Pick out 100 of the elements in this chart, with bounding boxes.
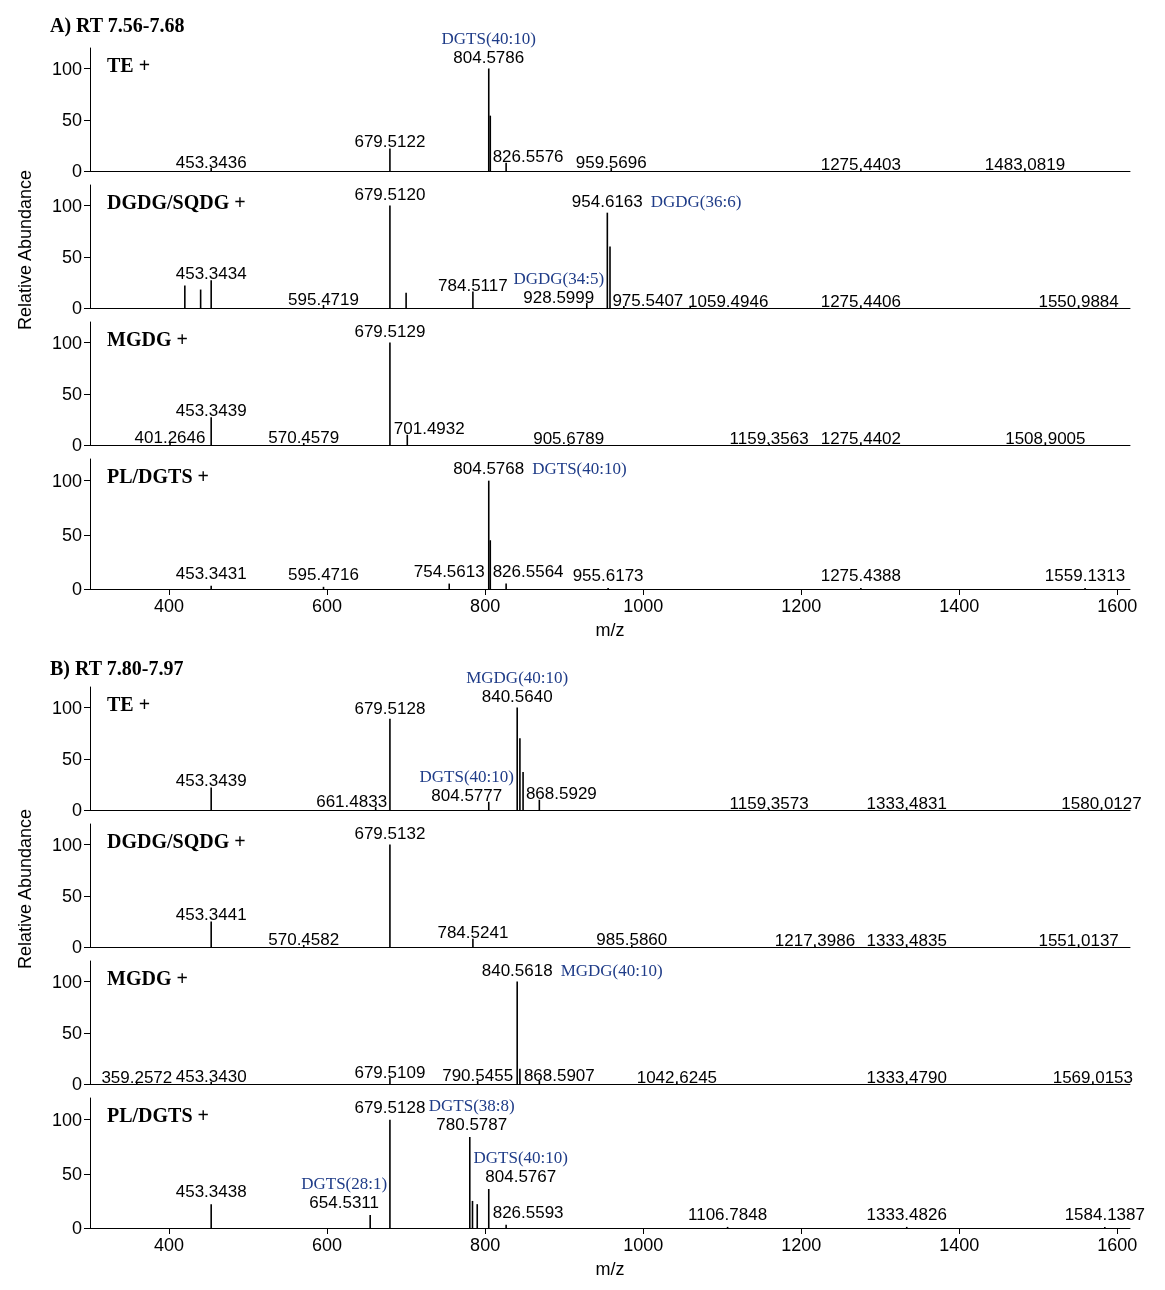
y-tick-label: 50 — [61, 109, 82, 130]
y-tick-label: 50 — [61, 885, 82, 906]
y-tick-label: 0 — [71, 161, 82, 181]
annotation: DGTS(40:10) — [532, 458, 627, 478]
annotation: 570.4582 — [268, 929, 340, 949]
annotation: 595.4719 — [288, 289, 359, 309]
annotation: 928.5999 — [523, 287, 595, 307]
annotation: 1580.0127 — [1061, 793, 1142, 813]
annotation: 1508.9005 — [1005, 428, 1086, 448]
annotation: 679.5129 — [354, 321, 426, 341]
annotation: 1333.4831 — [866, 793, 947, 813]
annotation: 840.5640 — [481, 686, 553, 706]
annotation: MGDG(40:10) — [560, 960, 663, 980]
annotation: 826.5593 — [492, 1202, 564, 1222]
annotation: 453.3439 — [175, 771, 247, 791]
annotation: 1550.9884 — [1038, 291, 1119, 311]
annotation: 679.5109 — [354, 1062, 426, 1082]
annotation: 1059.4946 — [688, 291, 769, 311]
x-tick-label: 600 — [312, 596, 343, 616]
annotation: 1106.7848 — [688, 1204, 768, 1224]
y-tick-label: 50 — [61, 1163, 82, 1184]
annotation: 754.5613 — [413, 561, 485, 581]
annotation: 1483.0819 — [984, 154, 1066, 174]
annotation: DGDG(34:5) — [513, 268, 605, 288]
x-tick-label: 1200 — [781, 596, 822, 616]
annotation: DGTS(40:10) — [441, 28, 536, 48]
annotation: 453.3441 — [175, 904, 247, 924]
annotation: 679.5132 — [354, 823, 426, 843]
annotation: 595.4716 — [288, 564, 359, 584]
x-tick-label: 800 — [470, 596, 501, 616]
annotation: 1559.1313 — [1044, 565, 1126, 585]
annotation: DGTS(38:8) — [428, 1096, 515, 1115]
annotation: 784.5241 — [437, 923, 509, 943]
x-tick-label: 400 — [154, 1235, 185, 1255]
x-tick-label: 1000 — [623, 596, 664, 616]
y-tick-label: 100 — [51, 1109, 82, 1130]
annotation: 453.3436 — [175, 152, 247, 172]
annotation: 840.5618 — [481, 960, 553, 980]
annotation: 661.4833 — [316, 791, 388, 811]
annotation: 1584.1387 — [1064, 1204, 1146, 1224]
y-tick-label: 0 — [71, 937, 82, 957]
annotation: 1275.4406 — [820, 291, 902, 311]
annotation: 1275.4388 — [820, 565, 902, 585]
annotation: 1333.4790 — [866, 1067, 947, 1087]
y-tick-label: 50 — [61, 1022, 82, 1043]
annotation: 790.5455 — [442, 1065, 514, 1085]
annotation: 359.2572 — [101, 1067, 173, 1087]
chart-subtitle: MGDG + — [107, 328, 188, 350]
annotation: 401.2646 — [134, 427, 206, 447]
annotation: 453.3439 — [175, 400, 247, 420]
x-tick-label: 1600 — [1097, 1235, 1138, 1255]
chart-subtitle: DGDG/SQDG + — [107, 830, 246, 852]
annotation: DGDG(36:6) — [650, 192, 742, 212]
annotation: 1159.3563 — [729, 428, 809, 448]
annotation: DGTS(28:1) — [301, 1174, 388, 1193]
y-tick-label: 0 — [71, 298, 82, 318]
annotation: 701.4932 — [393, 419, 465, 439]
annotation: 679.5120 — [354, 184, 426, 204]
y-tick-label: 100 — [51, 195, 82, 216]
x-tick-label: 1000 — [623, 1235, 664, 1255]
annotation: 679.5128 — [354, 1097, 426, 1117]
annotation: 975.5407 — [612, 290, 684, 310]
annotation: 453.3430 — [175, 1066, 247, 1086]
x-tick-label: 1400 — [939, 596, 980, 616]
y-tick-label: 100 — [51, 58, 82, 79]
x-tick-label: 1200 — [781, 1235, 822, 1255]
annotation: 453.3431 — [175, 563, 247, 583]
annotation: MGDG(40:10) — [466, 667, 569, 687]
y-tick-label: 100 — [51, 697, 82, 718]
annotation: 453.3434 — [175, 263, 247, 283]
annotation: 959.5696 — [575, 152, 647, 172]
annotation: 1551.0137 — [1038, 930, 1119, 950]
annotation: 804.5767 — [485, 1167, 557, 1186]
annotation: 1333.4835 — [866, 930, 947, 950]
chart-subtitle: TE + — [107, 54, 151, 76]
y-tick-label: 50 — [61, 524, 82, 545]
annotation: DGTS(40:10) — [419, 767, 514, 787]
annotation: 1333.4826 — [866, 1204, 947, 1224]
annotation: 868.5929 — [525, 784, 597, 804]
annotation: 1569.0153 — [1052, 1067, 1134, 1087]
y-tick-label: 50 — [61, 748, 82, 769]
x-tick-label: 600 — [312, 1235, 343, 1255]
annotation: 804.5777 — [431, 786, 503, 806]
chart-subtitle: PL/DGTS + — [107, 1104, 209, 1126]
annotation: 1217.3986 — [774, 930, 856, 950]
annotation: 1275.4403 — [820, 154, 902, 174]
chart-subtitle: DGDG/SQDG + — [107, 191, 246, 213]
annotation: 1042.6245 — [636, 1067, 718, 1087]
annotation: 804.5768 — [453, 458, 525, 478]
y-tick-label: 100 — [51, 332, 82, 353]
x-axis-title: m/z — [595, 1259, 625, 1279]
x-axis-title: m/z — [595, 620, 625, 640]
annotation: DGTS(40:10) — [473, 1148, 568, 1167]
chart-subtitle: PL/DGTS + — [107, 465, 209, 487]
annotation: 826.5564 — [492, 561, 564, 581]
y-tick-label: 0 — [71, 579, 82, 599]
chart-subtitle: TE + — [107, 693, 151, 715]
annotation: 826.5576 — [492, 147, 564, 167]
y-tick-label: 50 — [61, 246, 82, 267]
annotation: 780.5787 — [436, 1115, 508, 1134]
